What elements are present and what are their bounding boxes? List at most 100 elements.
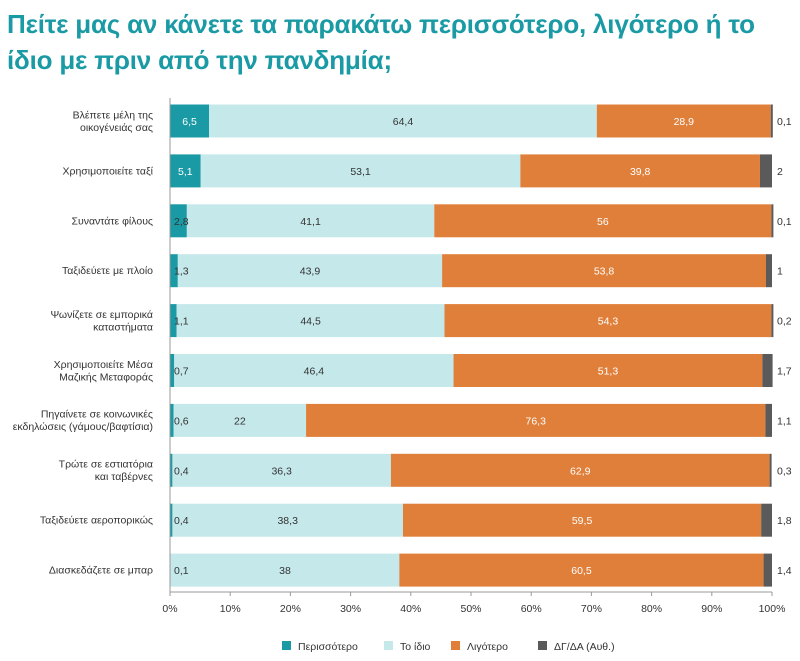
bar-segment-more [170,154,201,188]
x-tick-label: 90% [701,603,722,615]
data-label-dk: 0,1 [777,216,792,228]
data-label-same: 38,3 [277,515,298,527]
legend-label: Περισσότερο [298,641,358,653]
bar-segment-more [170,204,187,238]
x-tick-label: 10% [220,603,241,615]
bar-segment-same [172,503,403,537]
bar-segment-dk [770,104,773,138]
data-label-same: 46,4 [304,366,325,378]
bar-segment-dk [771,304,774,338]
data-label-same: 43,9 [300,266,321,278]
bar-segment-less [596,104,771,138]
bar-segment-more [170,453,173,487]
data-label-more: 6,5 [182,116,197,128]
data-label-more: 5,1 [178,166,193,178]
legend-label: Λιγότερο [467,641,508,653]
data-label-more: 0,4 [174,465,189,477]
bar-segment-less [434,204,772,238]
bar-segment-less [444,304,772,338]
data-label-less: 56 [597,216,609,228]
chart-title: Πείτε μας αν κάνετε τα παρακάτω περισσότ… [7,9,755,75]
data-label-same: 36,3 [271,465,292,477]
x-tick-label: 20% [280,603,301,615]
data-label-less: 60,5 [571,565,592,577]
category-label: και ταβέρνες [95,471,153,483]
bar-segment-more [170,254,178,288]
bar-segment-same [172,453,391,487]
data-label-less: 51,3 [598,366,619,378]
data-label-more: 1,3 [174,266,189,278]
bar-segment-more [170,104,210,138]
legend-swatch-more [282,641,291,650]
bar-segment-same [170,553,400,587]
x-tick-label: 80% [641,603,662,615]
data-label-dk: 1,1 [777,415,792,427]
category-label: Διασκεδάζετε σε μπαρ [49,565,153,577]
legend-label: Το ίδιο [400,641,431,653]
x-tick-label: 40% [400,603,421,615]
category-label: Χρησιμοποιείτε ταξί [62,165,153,177]
data-label-same: 53,1 [350,166,371,178]
category-label: Τρώτε σε εστιατόρια [59,459,153,471]
category-label: Συναντάτε φίλους [72,215,154,227]
bar-segment-same [174,354,454,387]
x-tick-label: 70% [581,603,602,615]
data-label-same: 22 [234,415,246,427]
bar-segment-more [170,354,175,387]
data-label-less: 76,3 [525,415,546,427]
data-label-dk: 1,7 [777,366,792,378]
category-label: Μαζικής Μεταφοράς [59,371,153,383]
data-label-less: 28,9 [674,116,695,128]
legend-label: ΔΓ/ΔΑ (Αυθ.) [554,641,615,653]
x-tick-label: 30% [340,603,361,615]
bar-segment-same [200,154,521,188]
bar-segment-same [186,204,435,238]
bar-segment-less [520,154,760,188]
x-tick-label: 50% [460,603,481,615]
bar-segment-less [402,503,762,537]
bar-segment-same [177,254,443,288]
data-label-less: 39,8 [630,166,651,178]
data-label-dk: 0,1 [777,116,792,128]
bar-segment-less [306,403,766,437]
data-label-more: 0,1 [174,565,189,577]
category-label: Ταξιδεύετε αεροπορικώς [40,515,153,527]
data-label-more: 1,1 [174,316,189,328]
data-label-dk: 1,8 [777,515,792,527]
bar-segment-less [399,553,764,587]
bar-segment-dk [765,403,772,437]
bar-segment-same [176,304,445,338]
category-label: Βλέπετε μέλη της [73,109,153,121]
data-label-more: 0,4 [174,515,189,527]
bar-segment-more [170,403,174,437]
data-label-less: 59,5 [572,515,593,527]
data-label-same: 38 [279,565,291,577]
data-label-more: 2,8 [174,216,189,228]
bar-segment-same [209,104,597,138]
category-label: καταστήματα [93,321,153,333]
bar-segment-more [170,304,177,338]
data-label-more: 0,6 [174,415,189,427]
legend-swatch-dk [538,641,547,650]
x-tick-label: 100% [759,603,786,615]
data-label-dk: 0,3 [777,465,792,477]
data-label-dk: 1 [777,266,783,278]
bar-segment-dk [765,254,772,288]
bar-segment-dk [761,503,772,537]
category-label: Ψωνίζετε σε εμπορικά [51,309,153,321]
data-label-dk: 1,4 [777,565,792,577]
category-label: Χρησιμοποιείτε Μέσα [54,359,153,371]
data-label-more: 0,7 [174,366,189,378]
data-label-dk: 0,2 [777,316,792,328]
x-tick-label: 0% [162,603,177,615]
data-label-dk: 2 [777,166,783,178]
category-label: Πηγαίνετε σε κοινωνικές [41,409,153,421]
category-label: οικογένειάς σας [80,122,153,134]
bar-segment-dk [771,204,774,238]
data-label-same: 41,1 [300,216,321,228]
bar-segment-dk [762,354,773,387]
bar-segment-same [173,403,307,437]
category-label: Ταξιδεύετε με πλοίο [62,265,153,277]
bar-segment-dk [763,553,772,587]
